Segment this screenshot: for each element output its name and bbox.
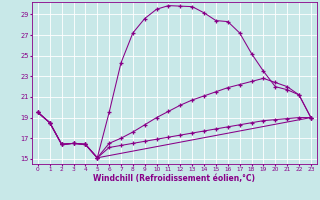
X-axis label: Windchill (Refroidissement éolien,°C): Windchill (Refroidissement éolien,°C) [93, 174, 255, 183]
